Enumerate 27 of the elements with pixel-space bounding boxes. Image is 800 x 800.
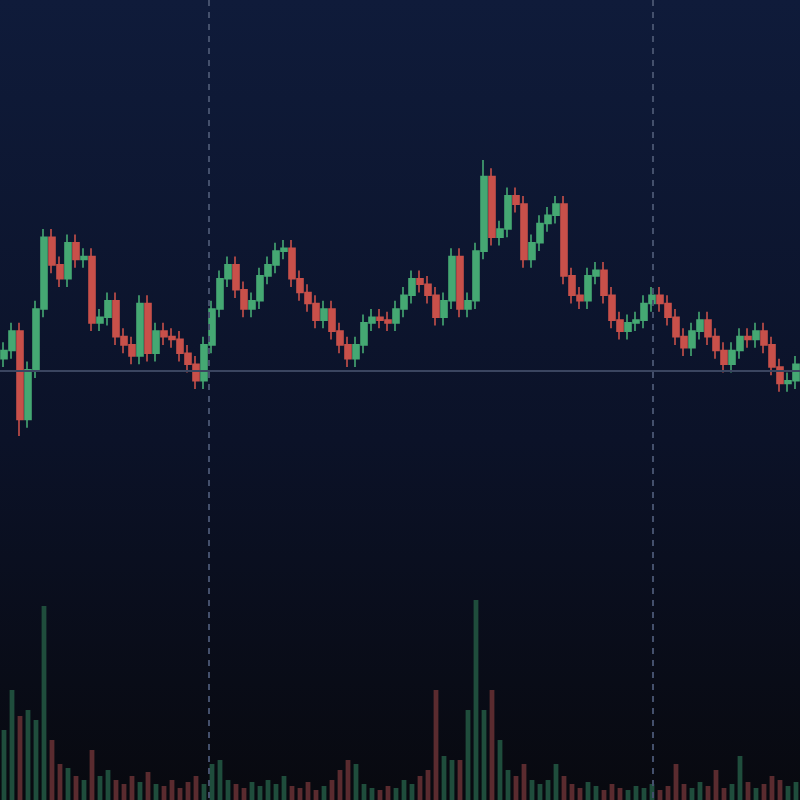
- candlestick: [104, 291, 112, 327]
- candlestick: [744, 327, 752, 349]
- candlestick: [160, 322, 168, 346]
- candlestick: [584, 266, 592, 310]
- candlestick: [8, 322, 16, 360]
- candlestick: [384, 311, 392, 332]
- candlestick: [504, 186, 512, 239]
- candlestick: [456, 247, 464, 319]
- candlestick: [112, 291, 120, 346]
- candlestick: [72, 233, 80, 269]
- candlestick: [552, 195, 560, 225]
- candlestick: [640, 294, 648, 330]
- candlestick: [16, 322, 24, 437]
- candlestick: [752, 322, 760, 349]
- candlestick: [320, 299, 328, 330]
- candlestick: [520, 195, 528, 269]
- candlestick: [64, 233, 72, 288]
- candlestick: [624, 313, 632, 341]
- candlestick: [792, 355, 800, 390]
- candlestick: [144, 294, 152, 363]
- candlestick: [488, 167, 496, 247]
- candlestick: [128, 335, 136, 366]
- candlestick: [80, 247, 88, 269]
- candlestick: [152, 322, 160, 363]
- candlestick: [376, 308, 384, 330]
- candlestick: [136, 294, 144, 366]
- candlestick: [88, 247, 96, 332]
